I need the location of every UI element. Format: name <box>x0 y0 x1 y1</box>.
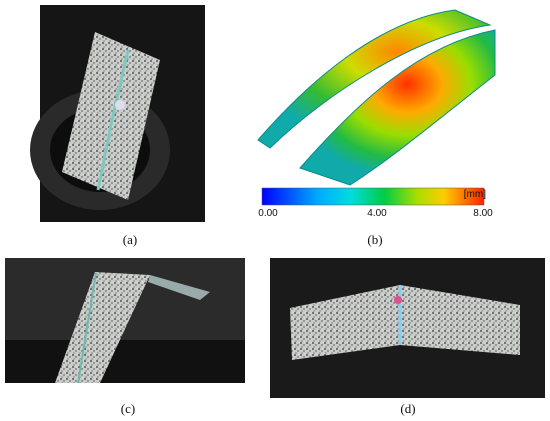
colorbar-tick: 8.00 <box>473 208 493 219</box>
colorbar-tick: 0.00 <box>258 208 278 219</box>
colorbar-tick: 4.00 <box>367 208 387 219</box>
panel-label: (c) <box>121 401 135 416</box>
photo-a <box>30 5 205 222</box>
photo-d <box>270 258 545 398</box>
colorbar-unit: [mm] <box>464 189 486 200</box>
photo-c <box>5 258 245 384</box>
panel-label: (d) <box>400 401 415 416</box>
panel-label: (b) <box>367 232 382 247</box>
displacement-map <box>257 9 496 206</box>
panel-label: (a) <box>123 232 137 247</box>
